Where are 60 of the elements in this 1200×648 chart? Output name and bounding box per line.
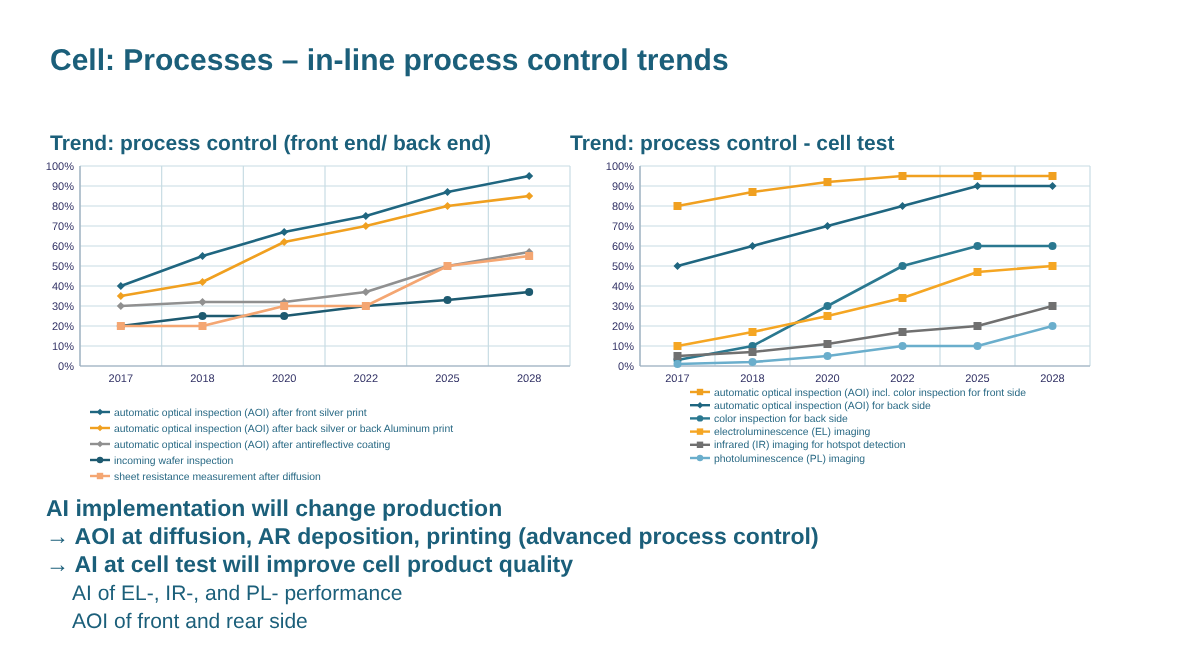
point bbox=[280, 238, 289, 246]
point bbox=[198, 298, 207, 306]
point bbox=[116, 282, 125, 290]
point bbox=[973, 268, 982, 276]
point bbox=[1048, 182, 1057, 190]
point bbox=[973, 322, 982, 330]
point bbox=[361, 222, 370, 230]
point bbox=[443, 188, 452, 196]
point bbox=[116, 292, 125, 300]
point bbox=[525, 288, 534, 296]
point bbox=[973, 182, 982, 190]
chart-title: Trend: process control (front end/ back end) bbox=[50, 132, 492, 156]
point bbox=[525, 172, 534, 180]
point bbox=[198, 312, 207, 320]
point bbox=[443, 296, 452, 304]
point bbox=[748, 242, 757, 250]
point bbox=[748, 188, 757, 196]
point bbox=[898, 172, 907, 180]
point bbox=[1048, 172, 1057, 180]
point bbox=[748, 328, 757, 336]
point bbox=[823, 178, 832, 186]
text: AI implementation will change production bbox=[46, 498, 503, 522]
point bbox=[973, 342, 982, 350]
point bbox=[673, 262, 682, 270]
point bbox=[898, 262, 907, 270]
point bbox=[198, 252, 207, 260]
text: AI of EL-, IR-, and PL- performance bbox=[72, 582, 403, 606]
point bbox=[116, 302, 125, 310]
point bbox=[525, 192, 534, 200]
chart-title: Trend: process control - cell test bbox=[570, 132, 896, 156]
point bbox=[973, 242, 982, 250]
point bbox=[280, 228, 289, 236]
point bbox=[748, 358, 757, 366]
point bbox=[1048, 322, 1057, 330]
point bbox=[673, 342, 682, 350]
point bbox=[898, 294, 907, 302]
point bbox=[198, 322, 207, 330]
point bbox=[1048, 242, 1057, 250]
point bbox=[198, 278, 207, 286]
point bbox=[748, 348, 757, 356]
point bbox=[361, 288, 370, 296]
point bbox=[673, 202, 682, 210]
point bbox=[898, 202, 907, 210]
point bbox=[823, 312, 832, 320]
point bbox=[443, 202, 452, 210]
text: Cell: Processes – in-line process control trends bbox=[50, 44, 729, 78]
point bbox=[823, 222, 832, 230]
point bbox=[280, 312, 289, 320]
point bbox=[361, 212, 370, 220]
point bbox=[973, 172, 982, 180]
text: AOI of front and rear side bbox=[72, 610, 309, 634]
point bbox=[1048, 302, 1057, 310]
point bbox=[898, 342, 907, 350]
point bbox=[898, 328, 907, 336]
point bbox=[823, 340, 832, 348]
point bbox=[1048, 262, 1057, 270]
point bbox=[823, 352, 832, 360]
point bbox=[823, 302, 832, 310]
text: → AI at cell test will improve cell product quality bbox=[46, 554, 575, 578]
text: → AOI at diffusion, AR deposition, printing (advanced process control) bbox=[46, 526, 820, 550]
